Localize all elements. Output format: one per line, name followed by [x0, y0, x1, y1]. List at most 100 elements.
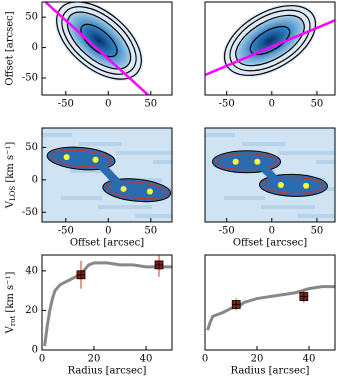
axes-frame	[41, 1, 173, 96]
y-label-main: V	[5, 200, 16, 209]
x-tick-label: 0	[269, 226, 275, 237]
y-tick-label: 0	[32, 345, 38, 356]
noise	[224, 196, 265, 200]
axes-frame	[204, 254, 336, 351]
axes-frame	[204, 1, 336, 96]
noise	[135, 214, 172, 218]
x-axis-label: Radius [arcsec]	[68, 366, 147, 377]
noise	[70, 169, 112, 173]
panel: -50 0 50	[204, 1, 336, 110]
y-tick-label: 50	[25, 142, 38, 153]
y-label-unit: [km s⁻¹]	[5, 142, 16, 186]
peak-point	[232, 158, 239, 165]
noise	[61, 196, 102, 200]
rotation-curve	[206, 285, 335, 331]
x-tick-label: 20	[88, 354, 101, 365]
x-tick-label: -50	[219, 99, 235, 110]
peak-point	[63, 154, 70, 161]
peak-point	[92, 156, 99, 163]
y-tick-label: 50	[25, 12, 38, 23]
peak-point	[277, 182, 284, 189]
x-tick-label: 0	[105, 226, 111, 237]
contour	[61, 6, 137, 75]
x-tick-label: -50	[219, 226, 235, 237]
pv-bridge	[254, 158, 284, 188]
noise	[279, 151, 335, 155]
x-tick-label: 50	[144, 226, 157, 237]
peak-point	[120, 185, 127, 192]
x-tick-label: 0	[39, 354, 45, 365]
y-tick-label: -50	[22, 207, 38, 218]
noise	[242, 142, 285, 146]
y-label-sub: LOS	[9, 186, 17, 201]
noise	[298, 214, 335, 218]
x-tick-label: 20	[251, 354, 264, 365]
x-axis-label: Radius [arcsec]	[231, 366, 310, 377]
panel: -50 0 50 Offset [arcsec]	[204, 127, 336, 249]
plot-area	[206, 285, 335, 331]
noise	[98, 205, 152, 209]
rotation-curve	[43, 261, 172, 347]
pv-bridge	[92, 156, 127, 192]
contour	[249, 25, 291, 56]
plot-area	[205, 3, 335, 78]
y-label-sub: rot	[9, 316, 17, 327]
point-cross	[155, 260, 163, 269]
plot-area	[43, 255, 172, 347]
noise	[153, 160, 172, 164]
point-cross	[299, 292, 308, 301]
noise	[79, 142, 122, 146]
point-cross	[77, 270, 85, 279]
x-tick-label: 50	[311, 226, 324, 237]
point-cross	[232, 300, 241, 309]
axes-frame	[204, 127, 336, 223]
pv-contour	[50, 149, 112, 168]
plot-area	[42, 128, 172, 222]
x-tick-label: -50	[58, 226, 74, 237]
plot-area	[205, 128, 335, 222]
x-tick-label: 0	[105, 99, 111, 110]
x-axis-label: Offset [arcsec]	[70, 238, 144, 249]
position-angle-line	[44, 2, 150, 95]
panel: -50 0 50 -50 0 50 Offset [arcsec]	[5, 1, 173, 110]
y-axis-label: Offset [arcsec]	[5, 11, 16, 85]
pv-contour	[215, 153, 278, 171]
position-angle-line	[205, 19, 335, 77]
peak-point	[146, 188, 153, 195]
y-axis-label: Vrot [km s⁻¹]	[5, 272, 18, 335]
contour	[80, 23, 118, 58]
axes-frame	[41, 127, 173, 223]
pv-contour	[106, 181, 168, 200]
peak-point	[254, 158, 261, 165]
y-tick-label: 0	[32, 174, 38, 185]
plot-area	[44, 2, 150, 95]
x-tick-label: 0	[202, 354, 208, 365]
x-tick-label: 50	[144, 99, 157, 110]
y-tick-label: -50	[22, 72, 38, 83]
y-label-unit: [km s⁻¹]	[5, 272, 16, 316]
contour	[66, 11, 132, 70]
x-tick-label: 40	[303, 354, 316, 365]
y-tick-label: 40	[25, 265, 38, 276]
x-tick-label: 50	[311, 99, 324, 110]
y-tick-label: 0	[32, 42, 38, 53]
axes-frame	[41, 254, 173, 351]
noise	[316, 160, 335, 164]
x-tick-label: 40	[140, 354, 153, 365]
noise	[205, 133, 235, 137]
y-tick-label: 20	[25, 305, 38, 316]
peak-point	[303, 182, 310, 189]
noise	[42, 133, 72, 137]
x-tick-label: 0	[269, 99, 275, 110]
noise	[116, 151, 172, 155]
noise	[261, 205, 315, 209]
y-axis-label: VLOS [km s⁻¹]	[5, 142, 18, 210]
y-label-main: V	[5, 325, 16, 334]
x-tick-label: -50	[58, 99, 74, 110]
pv-contour	[262, 176, 325, 195]
x-axis-label: Offset [arcsec]	[233, 238, 307, 249]
